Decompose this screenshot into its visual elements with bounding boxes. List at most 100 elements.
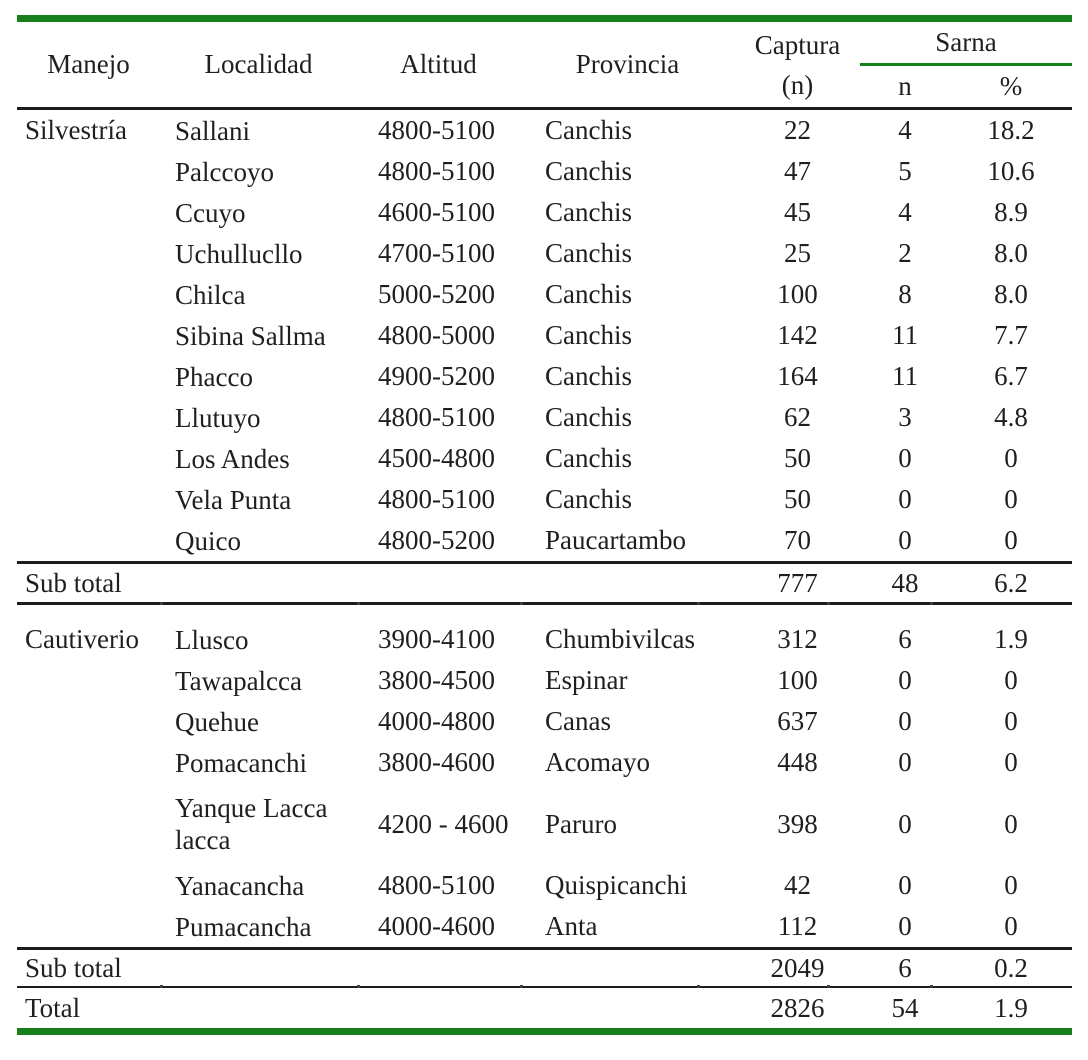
captura-cell: 50 (784, 484, 811, 515)
sarna-pct-cell: 1.9 (994, 992, 1028, 1023)
provincia-cell: Canchis (545, 238, 632, 269)
sarna-n-cell: 48 (860, 561, 950, 605)
sarna-pct-cell: 10.6 (987, 156, 1035, 187)
table-row: Yanacancha 4800-5100 Quispicanchi 42 0 0 (17, 865, 1072, 906)
rule-tick-artifact (930, 602, 933, 605)
rule-tick-artifact (357, 985, 360, 988)
altitud-cell: 3800-4600 (378, 747, 495, 778)
sarna-n-cell: 2 (898, 238, 912, 269)
sarna-n-cell: 0 (898, 747, 912, 778)
altitud-cell: 4800-5100 (378, 402, 495, 433)
sarna-n-cell: 4 (898, 115, 912, 146)
subtotal-label-cell: Sub total (17, 561, 735, 605)
sarna-pct-cell: 8.9 (994, 197, 1028, 228)
table-row: Palccoyo 4800-5100 Canchis 47 5 10.6 (17, 151, 1072, 192)
sarna-pct-cell: 7.7 (994, 320, 1028, 351)
localidad-cell: Yanacancha (175, 870, 305, 901)
localidad-cell: Palccoyo (175, 156, 274, 187)
rule-tick-artifact (357, 602, 360, 605)
manejo-cell (17, 274, 160, 315)
altitud-cell: 4700-5100 (378, 238, 495, 269)
sarna-n-cell: 6 (898, 624, 912, 655)
sarna-pct-cell: 0 (1004, 706, 1018, 737)
manejo-cell (17, 479, 160, 520)
localidad-cell: Yanque Lacca lacca (175, 793, 328, 855)
header-sarna: Sarna (860, 22, 1073, 66)
localidad-cell: Llutuyo (175, 402, 261, 433)
sarna-n-cell: 54 (891, 992, 919, 1023)
sarna-n-cell: 0 (898, 870, 912, 901)
localidad-cell: Llusco (175, 624, 249, 655)
provincia-cell: Paruro (545, 808, 617, 839)
captura-cell: 112 (777, 911, 818, 942)
sarna-pct-cell: 0 (1004, 747, 1018, 778)
localidad-cell: Pomacanchi (175, 747, 307, 778)
header-captura: Captura (n) (735, 22, 860, 110)
rule-tick-artifact (827, 602, 830, 605)
header-captura-line1: Captura (754, 29, 841, 60)
provincia-cell: Canchis (545, 320, 632, 351)
captura-cell: 312 (777, 624, 818, 655)
table-row: Sibina Sallma 4800-5000 Canchis 142 11 7.7 (17, 315, 1072, 356)
sarna-n-cell: 0 (898, 911, 912, 942)
sarna-pct-cell: 6.2 (950, 561, 1073, 605)
table-row: Quico 4800-5200 Paucartambo 70 0 0 (17, 520, 1072, 563)
total-row: Total 2826 54 1.9 (17, 987, 1072, 1028)
sarna-pct-cell: 0 (1004, 443, 1018, 474)
altitud-cell: 3800-4500 (378, 665, 495, 696)
captura-cell: 777 (735, 561, 860, 605)
captura-cell: 100 (777, 665, 818, 696)
manejo-cell: Silvestría (25, 115, 127, 146)
sarna-n-cell: 0 (898, 665, 912, 696)
manejo-cell (17, 192, 160, 233)
altitud-cell: 4200 - 4600 (378, 808, 509, 839)
altitud-cell: 4800-5100 (378, 115, 495, 146)
header-localidad: Localidad (160, 22, 357, 110)
sarna-pct-cell: 4.8 (994, 402, 1028, 433)
provincia-cell: Canchis (545, 402, 632, 433)
sarna-pct-cell: 0 (1004, 870, 1018, 901)
paper-table-sheet: Manejo Localidad Altitud Provincia Captu… (17, 15, 1073, 1035)
table-row: Yanque Lacca lacca 4200 - 4600 Paruro 398 0 0 (17, 783, 1072, 865)
captura-cell: 45 (784, 197, 811, 228)
altitud-cell: 4000-4800 (378, 706, 495, 737)
sarna-n-cell: 0 (898, 525, 912, 556)
manejo-cell (17, 438, 160, 479)
sarna-pct-cell: 0 (1004, 911, 1018, 942)
sarna-n-cell: 0 (898, 808, 912, 839)
sarna-n-cell: 5 (898, 156, 912, 187)
sarna-pct-cell: 0 (1004, 484, 1018, 515)
table-row: Silvestría Sallani 4800-5100 Canchis 22 4 18.2 (17, 109, 1072, 152)
captura-cell: 70 (784, 525, 811, 556)
table-row: Phacco 4900-5200 Canchis 164 11 6.7 (17, 356, 1072, 397)
altitud-cell: 4800-5100 (378, 156, 495, 187)
sarna-n-cell: 0 (898, 443, 912, 474)
total-label-cell: Total (25, 992, 81, 1023)
localidad-cell: Tawapalcca (175, 665, 303, 696)
table-row: Vela Punta 4800-5100 Canchis 50 0 0 (17, 479, 1072, 520)
provincia-cell: Canchis (545, 484, 632, 515)
altitud-cell: 4800-5200 (378, 525, 495, 556)
sarna-n-cell: 11 (892, 320, 918, 351)
sarna-pct-cell: 8.0 (994, 279, 1028, 310)
captura-cell: 448 (777, 747, 818, 778)
table-row: Llutuyo 4800-5100 Canchis 62 3 4.8 (17, 397, 1072, 438)
subtotal-row: Sub total 2049 6 0.2 (17, 947, 1073, 988)
captura-cell: 100 (777, 279, 818, 310)
table-row: Cautiverio Llusco 3900-4100 Chumbivilcas 312… (17, 604, 1072, 661)
altitud-cell: 4900-5200 (378, 361, 495, 392)
localidad-cell: Uchullucllo (175, 238, 303, 269)
altitud-cell: 4800-5100 (378, 870, 495, 901)
table-row: Chilca 5000-5200 Canchis 100 8 8.0 (17, 274, 1072, 315)
header-manejo: Manejo (17, 22, 160, 110)
sarna-n-cell: 11 (892, 361, 918, 392)
sarna-pct-cell: 0 (1004, 525, 1018, 556)
subtotal-label-cell: Sub total (17, 947, 735, 988)
provincia-cell: Anta (545, 911, 598, 942)
provincia-cell: Canchis (545, 443, 632, 474)
manejo-cell: Cautiverio (25, 624, 139, 655)
localidad-cell: Phacco (175, 361, 253, 392)
manejo-cell (17, 397, 160, 438)
provincia-cell: Canchis (545, 361, 632, 392)
sarna-n-cell: 4 (898, 197, 912, 228)
